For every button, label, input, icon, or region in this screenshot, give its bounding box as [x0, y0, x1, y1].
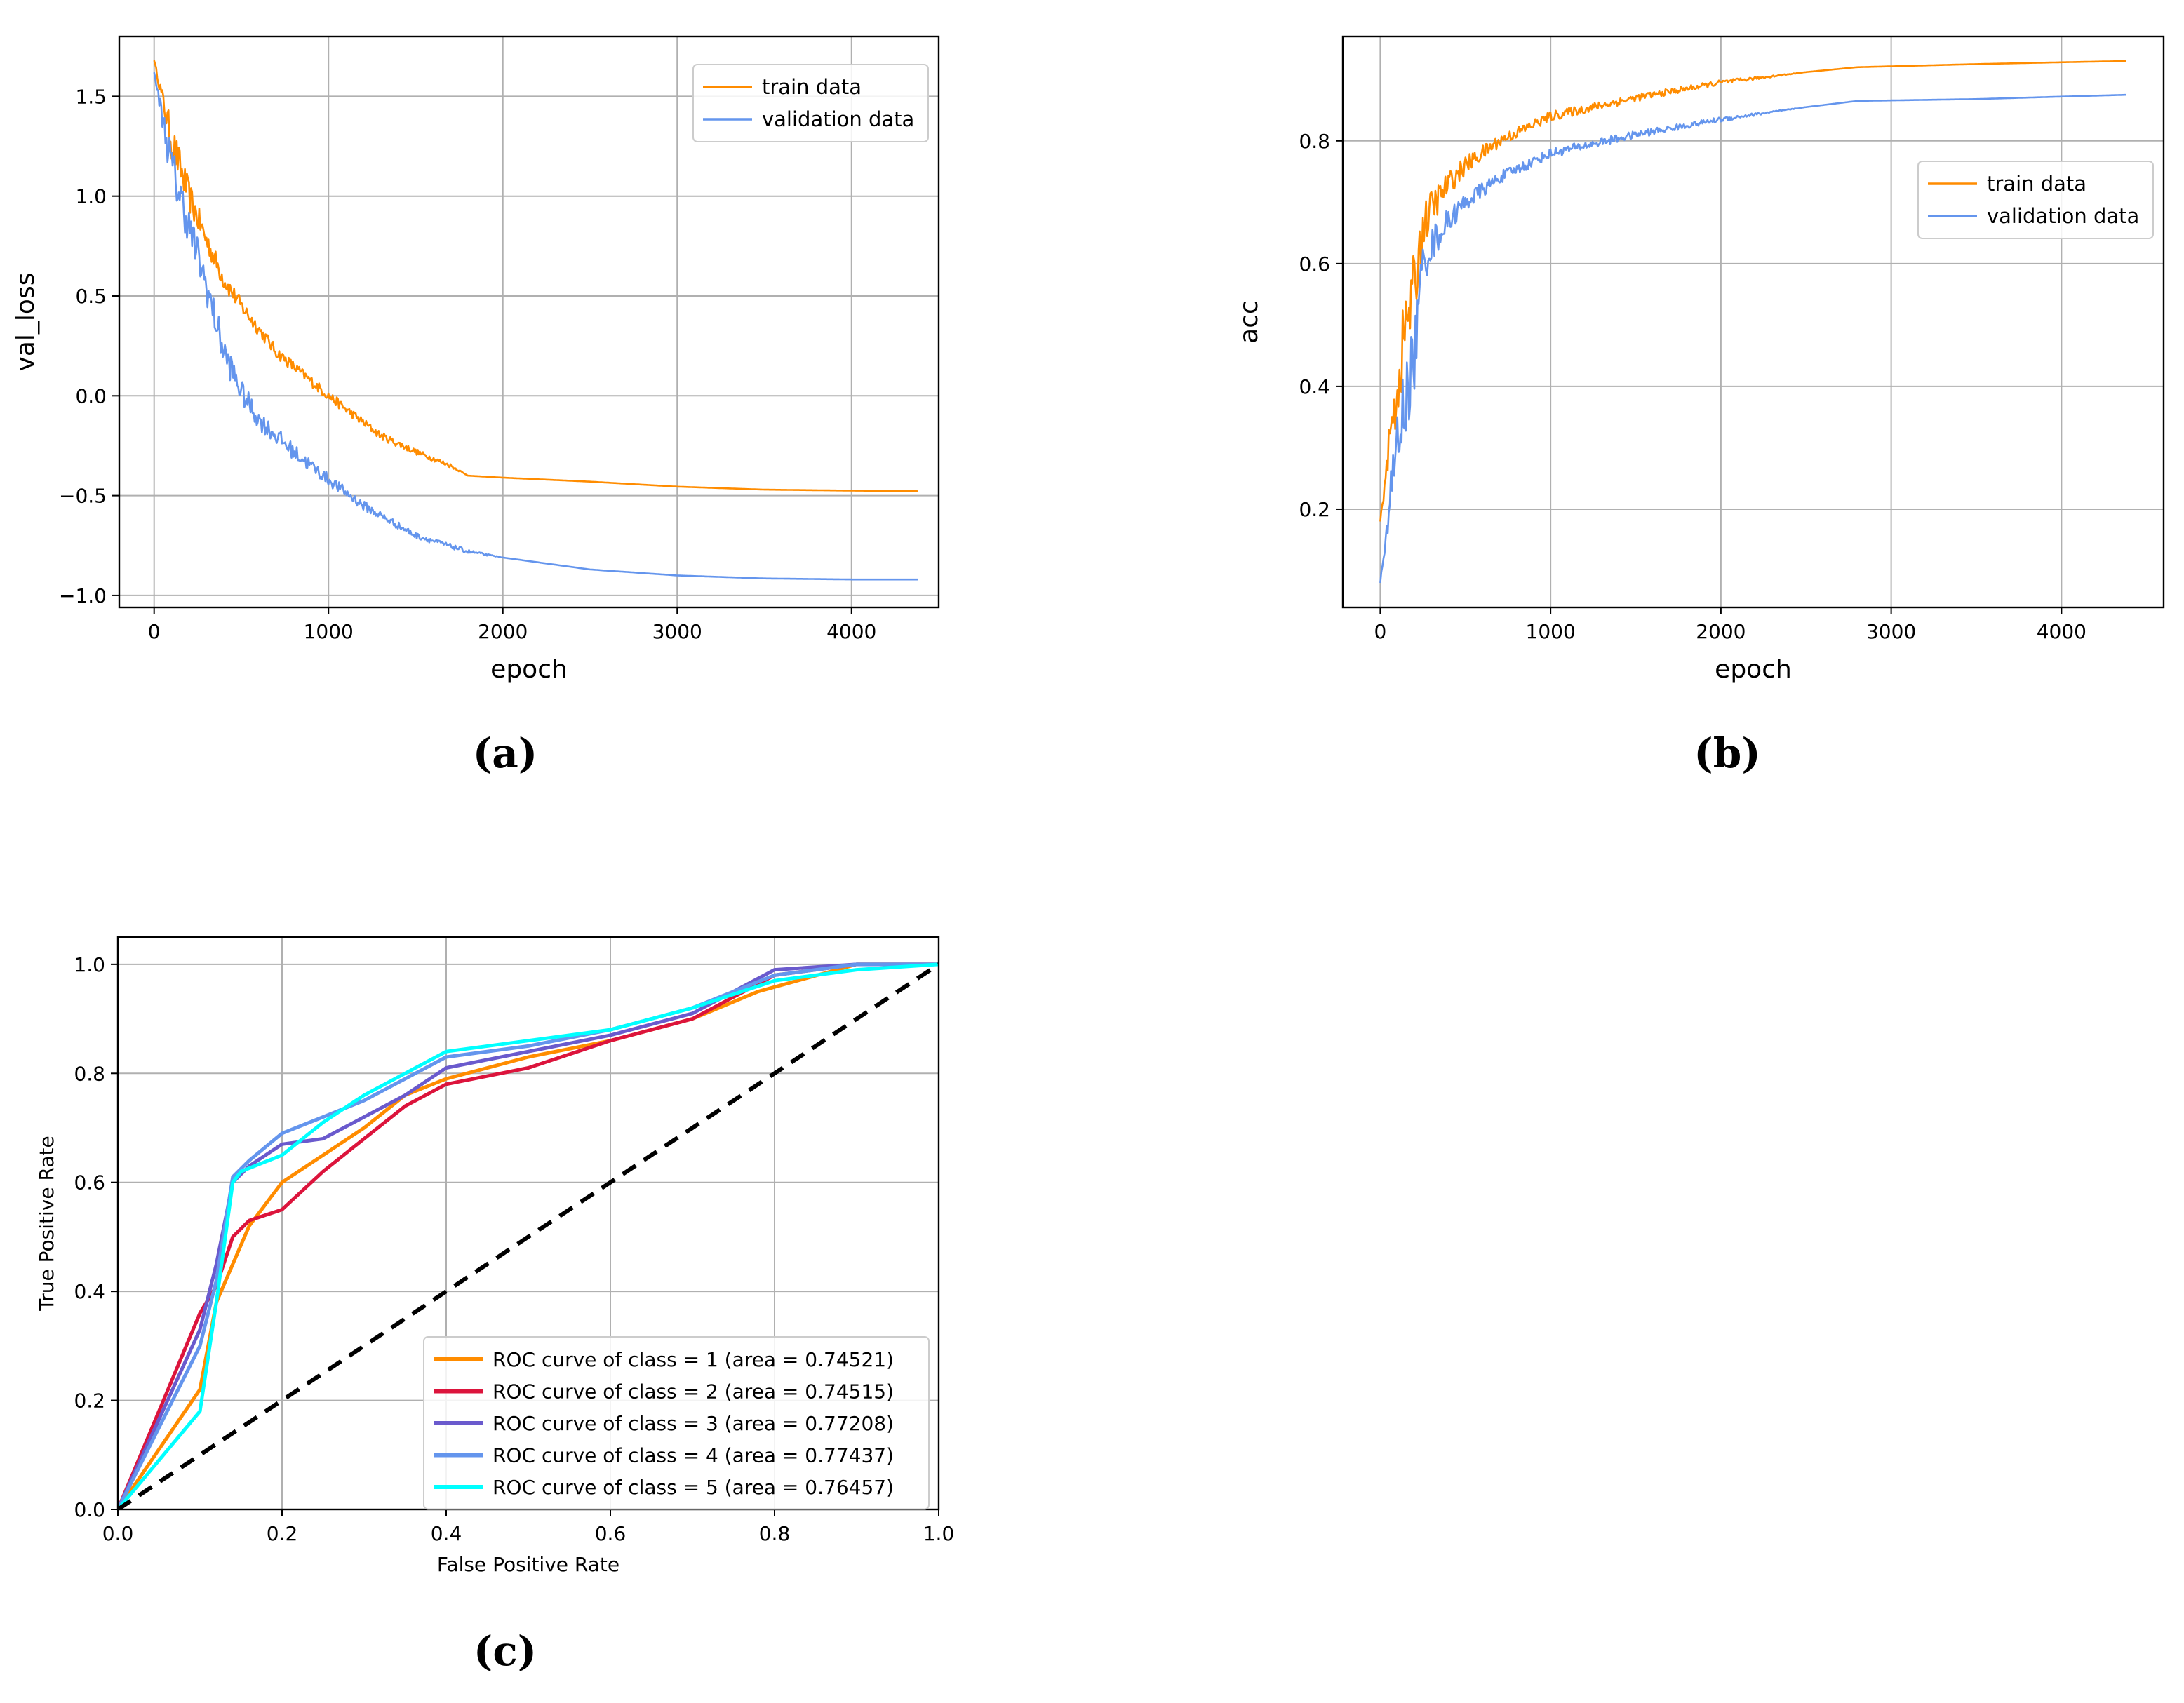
legend-label: ROC curve of class = 5 (area = 0.76457) [493, 1476, 894, 1499]
y-tick-label: 1.0 [75, 185, 107, 208]
legend-label: ROC curve of class = 2 (area = 0.74515) [493, 1380, 894, 1404]
y-tick-label: 0.6 [1299, 253, 1330, 276]
chart-c-series [118, 962, 939, 1509]
y-tick-label: 0.5 [75, 285, 107, 308]
x-tick-label: 0.2 [267, 1522, 298, 1545]
chart-a: 0 1000 2000 3000 4000 −1.0 −0.5 0.0 0.5 1.0 1.5 epo… [11, 35, 940, 684]
legend: ROC curve of class = 1 (area = 0.74521) R… [423, 1336, 930, 1510]
chart-a-series [153, 60, 918, 581]
legend-label: validation data [762, 107, 914, 131]
plot-frame [1341, 35, 2165, 609]
legend-label: train data [1987, 172, 2086, 196]
chart-b: 0 1000 2000 3000 4000 0.2 0.4 0.6 0.8 epoch acc tra… [1235, 35, 2165, 684]
x-tick-label: 4000 [2037, 620, 2086, 643]
series-line-2 [153, 72, 918, 581]
caption-c: (c) [473, 1627, 537, 1675]
y-tick-label: 0.4 [74, 1280, 105, 1303]
y-tick-label: 0.6 [74, 1171, 105, 1194]
x-tick-label: 3000 [1866, 620, 1916, 643]
x-tick-label: 1000 [1526, 620, 1576, 643]
y-tick-label: 0.2 [74, 1389, 105, 1413]
y-axis-label: True Positive Rate [35, 1136, 58, 1311]
series-line-4 [118, 962, 939, 1509]
caption-b: (b) [1694, 729, 1761, 777]
y-tick-label: 1.0 [74, 953, 105, 976]
y-tick-label: 0.0 [75, 384, 107, 408]
x-tick-label: 0.6 [595, 1522, 627, 1545]
y-axis-label: acc [1235, 300, 1264, 344]
x-tick-label: 4000 [826, 620, 876, 643]
series-line-2 [118, 962, 939, 1509]
x-tick-label: 0 [1374, 620, 1386, 643]
plot-frame [118, 35, 940, 609]
x-tick-label: 0.0 [102, 1522, 134, 1545]
y-axis-label: val_loss [11, 273, 40, 372]
series-line-2 [1379, 93, 2126, 584]
caption-a: (a) [472, 729, 538, 777]
x-tick-label: 0.4 [431, 1522, 462, 1545]
y-tick-label: 0.0 [74, 1498, 105, 1521]
y-tick-label: 1.5 [75, 85, 107, 108]
chart-c: 0.0 0.2 0.4 0.6 0.8 1.0 0.0 0.2 0.4 0.6 0.8 1.0 Fals… [35, 936, 955, 1576]
y-tick-label: 0.8 [74, 1062, 105, 1085]
x-axis-label: epoch [490, 655, 568, 684]
x-tick-label: 1000 [304, 620, 354, 643]
legend-label: ROC curve of class = 1 (area = 0.74521) [493, 1348, 894, 1371]
x-tick-label: 3000 [652, 620, 702, 643]
x-tick-label: 2000 [478, 620, 528, 643]
x-axis-label: False Positive Rate [437, 1553, 619, 1576]
y-tick-label: 0.4 [1299, 375, 1330, 398]
y-tick-label: 0.2 [1299, 498, 1330, 521]
legend-label: validation data [1987, 204, 2139, 228]
series-line-1 [153, 60, 918, 492]
series-line-1 [118, 962, 939, 1509]
x-tick-label: 2000 [1696, 620, 1746, 643]
series-line-1 [1379, 60, 2126, 522]
legend-box [1917, 161, 2154, 239]
y-tick-label: −0.5 [59, 485, 107, 508]
x-tick-label: 0 [148, 620, 161, 643]
legend: train data validation data [692, 64, 929, 142]
x-axis-label: epoch [1715, 655, 1792, 684]
legend-box [423, 1336, 930, 1510]
y-tick-label: 0.8 [1299, 130, 1330, 153]
legend-box [692, 64, 929, 142]
x-tick-label: 0.8 [759, 1522, 791, 1545]
series-line-5 [118, 962, 939, 1509]
legend-label: ROC curve of class = 3 (area = 0.77208) [493, 1412, 894, 1435]
legend-label: ROC curve of class = 4 (area = 0.77437) [493, 1444, 894, 1467]
legend: train data validation data [1917, 161, 2154, 239]
x-tick-label: 1.0 [923, 1522, 955, 1545]
series-line-chance [118, 962, 939, 1509]
chart-b-series [1379, 60, 2126, 584]
y-tick-label: −1.0 [59, 584, 107, 607]
legend-label: train data [762, 75, 862, 99]
